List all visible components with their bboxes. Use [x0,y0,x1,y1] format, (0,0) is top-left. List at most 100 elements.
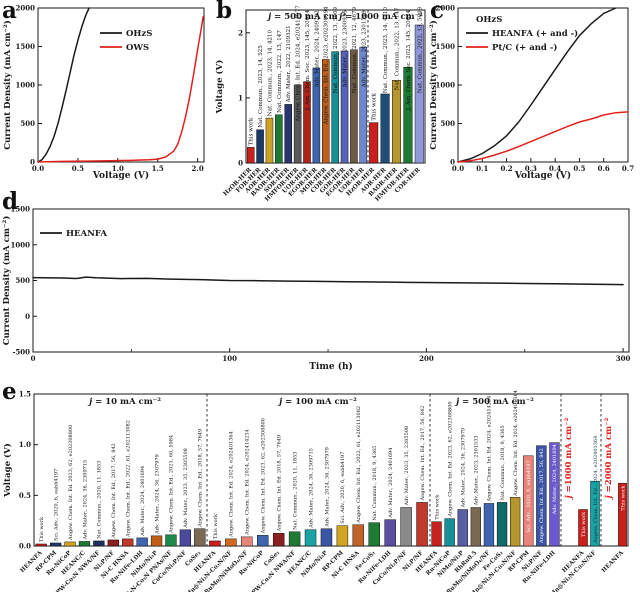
svg-text:j = 500 mA cm⁻²: j = 500 mA cm⁻² [266,12,346,22]
svg-text:Voltage (V): Voltage (V) [92,170,149,181]
svg-text:Nat. Commun., 2020, 11, 1853: Nat. Commun., 2020, 11, 1853 [97,461,103,539]
svg-text:1000: 1000 [11,240,31,249]
panel-c-label: c [430,0,445,24]
svg-text:OHzS: OHzS [476,15,502,25]
svg-text:1.0: 1.0 [112,164,124,173]
svg-text:0: 0 [31,354,36,363]
svg-text:1000: 1000 [16,81,36,90]
svg-text:This work: This work [249,117,255,145]
svg-text:Adv. Mater., 2024, 2409292: Adv. Mater., 2024, 2409292 [314,10,320,88]
svg-text:300: 300 [616,354,631,363]
svg-text:2000: 2000 [16,4,36,13]
svg-text:2.0: 2.0 [192,164,204,173]
svg-text:Mn@Ni₃N-Co₃N/NF: Mn@Ni₃N-Co₃N/NF [549,549,598,592]
svg-text:Angew. Chem. Int. Ed., 2017, 5: Angew. Chem. Int. Ed., 2017, 56, 842 [111,443,117,539]
svg-text:1000: 1000 [436,81,456,90]
svg-text:J. Am. Chem. Soc. 2023, 145, 2: J. Am. Chem. Soc. 2023, 145, 20624 [406,9,412,111]
svg-text:Sci. Adv., 2020, 6, eabb4197: Sci. Adv., 2020, 6, eabb4197 [526,460,532,532]
svg-text:1500: 1500 [436,42,456,51]
svg-text:Adv. Mater., 2023, 2300935: Adv. Mater., 2023, 2300935 [343,10,349,89]
svg-text:0.1: 0.1 [476,164,488,173]
svg-text:500: 500 [440,119,455,128]
svg-text:j = 1000 mA cm⁻²: j = 1000 mA cm⁻² [337,12,423,22]
svg-text:Adv. Mater., 2023, 35, 2305508: Adv. Mater., 2023, 35, 2305508 [183,448,189,529]
svg-text:Adv. Mater., 2024, 2401694: Adv. Mater., 2024, 2401694 [552,444,558,515]
panel-e-label: e [2,378,17,405]
svg-text:Adv. Mater., 2024, 36, 2307979: Adv. Mater., 2024, 36, 2307979 [461,428,467,509]
svg-text:Nat. Commun., 2018, 9, 4365: Nat. Commun., 2018, 9, 4365 [372,446,378,521]
svg-text:0.7: 0.7 [622,164,634,173]
svg-text:OHzS: OHzS [126,29,152,39]
svg-text:0.0: 0.0 [32,164,44,173]
svg-text:Angew. Chem. Int. Ed. 2023, 62: Angew. Chem. Int. Ed. 2023, 62, e2023088… [447,401,453,517]
svg-text:Angew. Chem. Int. Ed., 2024, e: Angew. Chem. Int. Ed., 2024, e202401364 [593,436,599,544]
svg-text:1.5: 1.5 [152,164,164,173]
svg-text:0.6: 0.6 [598,164,610,173]
svg-text:Angew. Chem. Int. Ed. 2024, e2: Angew. Chem. Int. Ed. 2024, e202414234 [487,396,493,503]
svg-text:-500: -500 [12,348,30,357]
svg-text:Nat. Commun., 2020, 11, 1853: Nat. Commun., 2020, 11, 1853 [292,452,298,530]
svg-text:Angew. Chem. Int. Ed. 2024, e2: Angew. Chem. Int. Ed. 2024, e202401364 [513,390,519,497]
svg-text:Adv. Mater., 2024, 36, 2307979: Adv. Mater., 2024, 36, 2307979 [324,447,330,528]
svg-text:1: 1 [238,93,243,102]
svg-text:Voltage (V): Voltage (V) [214,60,225,115]
svg-text:Angew. Chem. Int. Ed., 2023, e: Angew. Chem. Int. Ed., 2023, e202300094 [324,6,330,126]
svg-text:Adv. Mater., 2023, 2301549: Adv. Mater., 2023, 2301549 [361,10,367,89]
svg-text:This work: This work [39,516,45,542]
svg-text:This work: This work [213,513,219,539]
svg-text:Sci. Adv., 2020, 6, eabb4197: Sci. Adv., 2020, 6, eabb4197 [340,452,346,524]
svg-text:Angew. Chem. Int. Ed. 2024, e2: Angew. Chem. Int. Ed. 2024, e202411977 [296,5,302,123]
svg-text:Angew. Chem. Int. Ed., 2018, 5: Angew. Chem. Int. Ed., 2018, 57, 7649 [198,429,204,528]
svg-text:Adv. Mater., 2024, 2401694: Adv. Mater., 2024, 2401694 [388,448,394,519]
svg-text:HEANFA: HEANFA [601,550,625,574]
panel-e-chart: 0.0 0.5 1.0 1.5 Voltage (V) j = 10 mA cm⁻² Thi… [2,390,629,592]
panel-c-chart: 0 500 1000 1500 2000 0.0 0.1 0.2 0.3 0.4 0.5 0.6 0.7… [428,4,634,182]
svg-text:Nat. Commun., 2018, 9, 4365: Nat. Commun., 2018, 9, 4365 [500,425,506,500]
svg-text:Angew. Chem. Int. Ed., 2022, 6: Angew. Chem. Int. Ed., 2022, 61, e202113… [126,420,132,538]
svg-text:Adv. Mater., 2024, 36, 2309715: Adv. Mater., 2024, 36, 2309715 [82,460,88,541]
svg-text:This work: This work [434,494,440,520]
svg-text:Current Density (mA cm⁻²): Current Density (mA cm⁻²) [428,20,439,150]
svg-text:Nat. Commun., 2021, 12, 4679: Nat. Commun., 2021, 12, 4679 [352,7,358,94]
svg-text:200: 200 [419,354,434,363]
svg-text:0.4: 0.4 [549,164,561,173]
svg-text:Adv. Mater., 2022, 2109321: Adv. Mater., 2022, 2109321 [286,25,292,103]
svg-text:Nat. Commun., 2023, 14, 4210: Nat. Commun., 2023, 14, 4210 [383,7,389,94]
svg-text:1.5: 1.5 [19,390,31,399]
svg-text:Nat. Commun., 2022, 13, 147: Nat. Commun., 2022, 13, 147 [394,7,400,90]
svg-text:Nat. Commun., 2022, 13, 5009: Nat. Commun., 2022, 13, 5009 [417,7,423,94]
svg-text:Voltage (V): Voltage (V) [2,443,13,498]
svg-text:2: 2 [238,28,243,37]
svg-text:Angew. Chem. Int. Ed. 2023, 62: Angew. Chem. Int. Ed. 2023, 62, e2023088… [68,425,74,541]
svg-text:100: 100 [222,354,237,363]
svg-text:j = 100 mA cm⁻²: j = 100 mA cm⁻² [277,397,357,407]
svg-text:0: 0 [25,312,30,321]
svg-text:1500: 1500 [11,205,31,214]
svg-text:Pt/C (+ and -): Pt/C (+ and -) [492,42,557,53]
svg-text:0.0: 0.0 [19,542,31,551]
svg-text:0.5: 0.5 [573,164,585,173]
panel-a-label: a [2,0,17,24]
svg-text:Time (h): Time (h) [309,361,353,372]
svg-text:Nat. Commun., 2023, 14, 4210: Nat. Commun., 2023, 14, 4210 [267,30,273,117]
svg-text:HEANFA: HEANFA [66,229,107,239]
panel-d-label: d [2,188,19,215]
svg-text:Sci. Adv., 2020, 6, eabb4197: Sci. Adv., 2020, 6, eabb4197 [53,469,59,541]
svg-text:j = 10 mA cm⁻²: j = 10 mA cm⁻² [87,397,161,407]
svg-text:Adv. Mater., 2023, 2301533: Adv. Mater., 2023, 2301533 [474,435,480,506]
svg-text:Angew. Chem. Int. Ed., 2017, 5: Angew. Chem. Int. Ed., 2017, 56, 842 [420,406,426,502]
svg-text:Angew. Chem. Int. Ed., 2022, 6: Angew. Chem. Int. Ed., 2022, 61, e202113… [356,406,362,524]
svg-text:0.0: 0.0 [452,164,464,173]
svg-text:0: 0 [238,159,243,168]
svg-text:500: 500 [20,119,35,128]
svg-text:Nat. Commun., 2023, 14, 525: Nat. Commun., 2023, 14, 525 [258,45,264,128]
svg-text:1.0: 1.0 [19,440,31,449]
svg-text:Angew. Chem. Int. Ed., 2017, 5: Angew. Chem. Int. Ed., 2017, 56, 842 [539,448,545,544]
svg-text:J. Am. Chem. Soc. 2023, 145, 2: J. Am. Chem. Soc. 2023, 145, 20624 [305,9,311,111]
svg-text:0.5: 0.5 [19,491,31,500]
svg-text:0.2: 0.2 [500,164,512,173]
panel-e: e 0.0 0.5 1.0 1.5 Voltage (V) j = 10 mA cm⁻² T… [0,378,640,592]
svg-text:Angew. Chem. Int. Ed., 2021, 6: Angew. Chem. Int. Ed., 2021, 60, 5984 [169,435,175,534]
svg-text:This work: This work [372,92,378,120]
